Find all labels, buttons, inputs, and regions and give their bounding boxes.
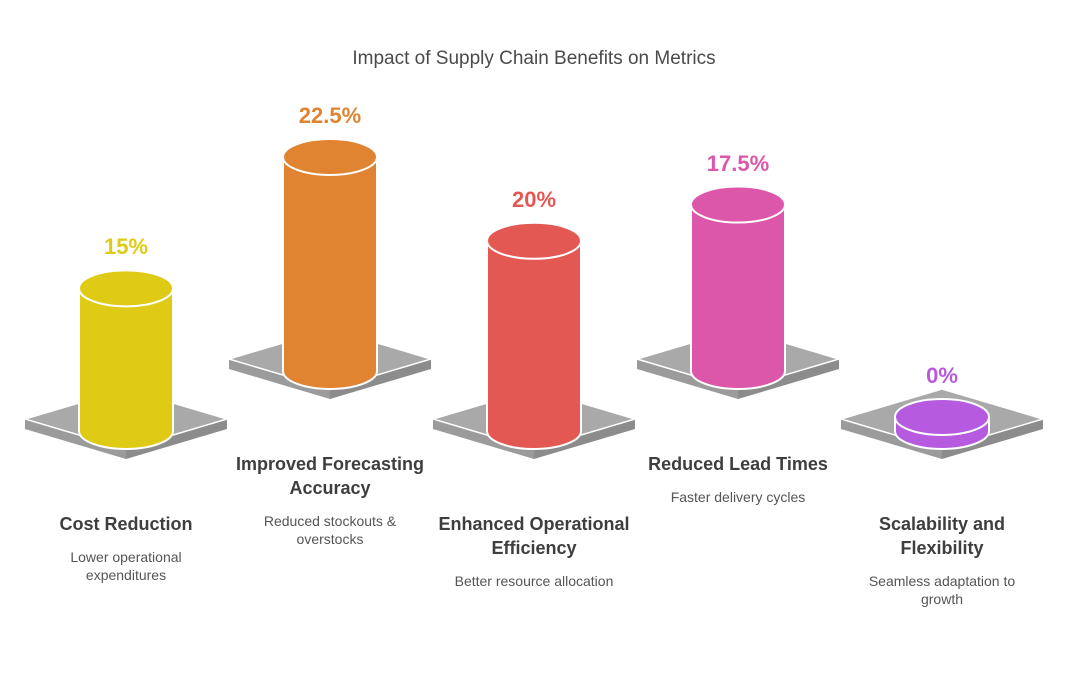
bar-value-label: 20% xyxy=(511,186,557,212)
bar-top-1 xyxy=(282,138,378,176)
category-description: Lower operational expenditures xyxy=(70,549,182,583)
category-label: Scalability and Flexibility xyxy=(878,514,1006,558)
bar-base-side-right xyxy=(126,419,227,459)
category-label: Cost Reduction xyxy=(59,514,193,534)
bar-value-label: 22.5% xyxy=(298,103,362,128)
bar-top-2 xyxy=(486,221,582,260)
bar-base-side-right xyxy=(534,419,635,459)
bar-top-0 xyxy=(78,269,174,308)
category-description: Better resource allocation xyxy=(454,573,614,589)
bar-base-side-left xyxy=(229,359,330,399)
bar-value-label: 0% xyxy=(926,363,958,388)
bar-top-4 xyxy=(894,398,990,436)
bar-base-side-right xyxy=(330,359,431,399)
chart-title: Impact of Supply Chain Benefits on Metri… xyxy=(352,48,716,69)
bar-0 xyxy=(78,287,174,450)
bar-base-side-left xyxy=(841,419,942,459)
bar-1 xyxy=(282,156,378,390)
bar-top-3 xyxy=(690,185,786,224)
bar-value-label: 15% xyxy=(103,234,149,260)
bar-3 xyxy=(690,203,786,390)
bar-base-side-right xyxy=(942,419,1043,459)
category-description: Seamless adaptation to growth xyxy=(868,573,1016,607)
category-description: Reduced stockouts & overstocks xyxy=(263,513,397,547)
bar-base-side-left xyxy=(25,419,126,459)
category-label: Enhanced Operational Efficiency xyxy=(438,514,630,558)
bar-base-side-left xyxy=(433,419,534,459)
bar-base-side-left xyxy=(637,359,738,399)
category-label: Reduced Lead Times xyxy=(648,454,828,474)
bar-value-label: 17.5% xyxy=(706,150,770,176)
bar-base-side-right xyxy=(738,359,839,399)
category-description: Faster delivery cycles xyxy=(670,489,806,505)
category-label: Improved Forecasting Accuracy xyxy=(235,454,425,498)
bar-2 xyxy=(486,239,582,450)
